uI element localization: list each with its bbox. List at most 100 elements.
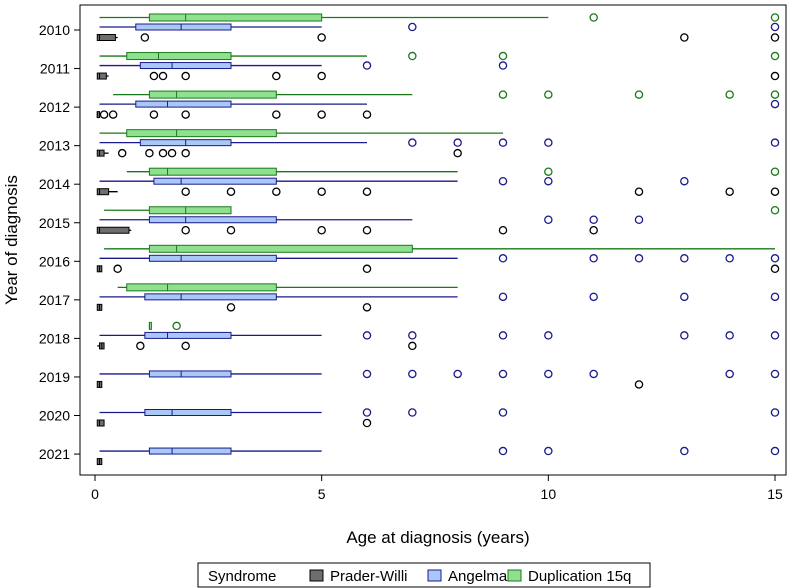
angelman-2020-outlier-0 bbox=[362, 408, 372, 417]
legend-title: Syndrome bbox=[208, 568, 276, 585]
angelman-2020-outlier-1 bbox=[408, 408, 417, 417]
legend-swatch-angelman bbox=[427, 569, 442, 582]
angelman-2010-outlier-0 bbox=[408, 22, 417, 32]
duplication-15q-2015-outlier-0 bbox=[770, 205, 780, 215]
angelman-2011-outlier-0 bbox=[362, 61, 372, 70]
prader-willi-2013-outlier-2 bbox=[158, 148, 168, 158]
angelman-2016-outlier-4 bbox=[725, 254, 734, 263]
angelman-2015-outlier-1 bbox=[589, 215, 598, 224]
prader-willi-2015-outlier-2 bbox=[317, 225, 326, 235]
angelman-2021-outlier-0 bbox=[498, 446, 508, 456]
angelman-2018-outlier-4 bbox=[680, 331, 689, 340]
angelman-2017-outlier-2 bbox=[680, 292, 689, 302]
prader-willi-2012-outlier-0 bbox=[99, 110, 109, 119]
prader-willi-2019-outlier-0 bbox=[634, 380, 644, 389]
x-tick-label-15: 15 bbox=[767, 486, 783, 502]
series-duplication-15q bbox=[99, 13, 780, 331]
y-tick-label-2020: 2020 bbox=[39, 408, 70, 424]
angelman-2021-outlier-1 bbox=[544, 446, 553, 456]
angelman-2017-outlier-3 bbox=[770, 292, 780, 302]
duplication-15q-2012-outlier-2 bbox=[634, 90, 644, 99]
angelman-2018-outlier-0 bbox=[362, 331, 372, 340]
y-tick-label-2014: 2014 bbox=[39, 176, 70, 192]
prader-willi-2010-outlier-2 bbox=[680, 33, 689, 42]
y-tick-label-2012: 2012 bbox=[39, 99, 70, 115]
angelman-2013-outlier-3 bbox=[544, 138, 553, 147]
angelman-2017-box bbox=[144, 293, 277, 301]
prader-willi-2016-outlier-1 bbox=[362, 264, 372, 274]
duplication-15q-2012-outlier-3 bbox=[725, 90, 734, 99]
prader-willi-2015-box bbox=[96, 226, 130, 234]
y-tick-label-2021: 2021 bbox=[39, 446, 70, 462]
x-axis-title: Age at diagnosis (years) bbox=[346, 528, 529, 547]
angelman-2018-outlier-1 bbox=[408, 331, 417, 340]
prader-willi-2014-outlier-3 bbox=[317, 187, 326, 196]
prader-willi-2015-outlier-3 bbox=[362, 225, 372, 235]
angelman-2018-outlier-3 bbox=[544, 331, 553, 340]
angelman-2015-outlier-2 bbox=[634, 215, 644, 224]
angelman-2019-outlier-2 bbox=[453, 369, 462, 379]
angelman-2011-outlier-1 bbox=[498, 61, 508, 70]
prader-willi-2010-outlier-3 bbox=[770, 33, 780, 42]
prader-willi-2015-outlier-0 bbox=[181, 225, 190, 235]
angelman-2010-outlier-1 bbox=[770, 22, 780, 32]
angelman-2016-outlier-3 bbox=[680, 254, 689, 263]
angelman-2019-outlier-3 bbox=[498, 369, 508, 379]
angelman-2017-outlier-1 bbox=[589, 292, 598, 302]
angelman-2018-outlier-2 bbox=[498, 331, 508, 340]
x-axis: 0 5 10 15 bbox=[91, 475, 783, 502]
angelman-2013-outlier-4 bbox=[770, 138, 780, 147]
legend-label-prader-willi: Prader-Willi bbox=[330, 568, 408, 585]
prader-willi-2020-box bbox=[96, 419, 105, 427]
y-tick-label-2019: 2019 bbox=[39, 369, 70, 385]
angelman-2014-outlier-1 bbox=[544, 176, 553, 186]
prader-willi-2014-outlier-4 bbox=[362, 187, 372, 196]
angelman-2021-box bbox=[148, 447, 232, 455]
duplication-15q-2011-box bbox=[126, 52, 232, 61]
prader-willi-2014-outlier-5 bbox=[634, 187, 644, 196]
angelman-2014-outlier-0 bbox=[498, 176, 508, 186]
angelman-2020-outlier-3 bbox=[770, 408, 780, 417]
prader-willi-2013-outlier-5 bbox=[453, 148, 462, 158]
duplication-15q-2011-outlier-0 bbox=[408, 51, 417, 61]
duplication-15q-2014-outlier-0 bbox=[544, 167, 553, 176]
angelman-2014-box bbox=[153, 177, 277, 185]
legend-swatch-prader-willi bbox=[309, 569, 324, 582]
prader-willi-2015-outlier-4 bbox=[498, 225, 508, 235]
angelman-2016-outlier-5 bbox=[770, 254, 780, 263]
duplication-15q-2012-outlier-4 bbox=[770, 90, 780, 99]
prader-willi-2012-outlier-1 bbox=[108, 110, 118, 119]
angelman-2013-outlier-2 bbox=[498, 138, 508, 147]
prader-willi-2010-outlier-1 bbox=[317, 33, 326, 42]
x-tick-label-5: 5 bbox=[318, 486, 326, 502]
angelman-2015-box bbox=[148, 216, 277, 224]
prader-willi-2011-outlier-4 bbox=[317, 71, 326, 81]
angelman-2011-box bbox=[139, 62, 232, 70]
prader-willi-2013-outlier-4 bbox=[181, 148, 190, 158]
prader-willi-2016-outlier-2 bbox=[770, 264, 780, 274]
prader-willi-2015-outlier-1 bbox=[226, 225, 236, 235]
angelman-2012-box bbox=[135, 100, 232, 108]
y-tick-label-2017: 2017 bbox=[39, 292, 70, 308]
legend-label-angelman: Angelman bbox=[448, 568, 516, 585]
prader-willi-2012-outlier-3 bbox=[181, 110, 190, 119]
angelman-2021-outlier-2 bbox=[680, 446, 689, 456]
duplication-15q-2012-box bbox=[148, 90, 277, 99]
prader-willi-2014-outlier-7 bbox=[770, 187, 780, 196]
y-tick-label-2016: 2016 bbox=[39, 253, 70, 269]
prader-willi-2010-outlier-0 bbox=[140, 33, 150, 42]
angelman-2016-outlier-2 bbox=[634, 254, 644, 263]
prader-willi-2011-outlier-3 bbox=[272, 71, 281, 81]
y-tick-label-2010: 2010 bbox=[39, 22, 70, 38]
angelman-2019-outlier-1 bbox=[408, 369, 417, 379]
x-tick-label-0: 0 bbox=[91, 486, 99, 502]
angelman-2012-outlier-0 bbox=[770, 99, 780, 109]
legend-label-duplication-15q: Duplication 15q bbox=[528, 568, 631, 585]
prader-willi-2011-outlier-5 bbox=[770, 71, 780, 81]
prader-willi-2013-outlier-0 bbox=[117, 148, 127, 158]
prader-willi-2014-outlier-0 bbox=[181, 187, 190, 196]
prader-willi-2012-outlier-2 bbox=[149, 110, 159, 119]
plot-area bbox=[79, 4, 787, 476]
legend-swatch-duplication-15q bbox=[507, 569, 522, 582]
angelman-2018-box bbox=[144, 331, 232, 339]
